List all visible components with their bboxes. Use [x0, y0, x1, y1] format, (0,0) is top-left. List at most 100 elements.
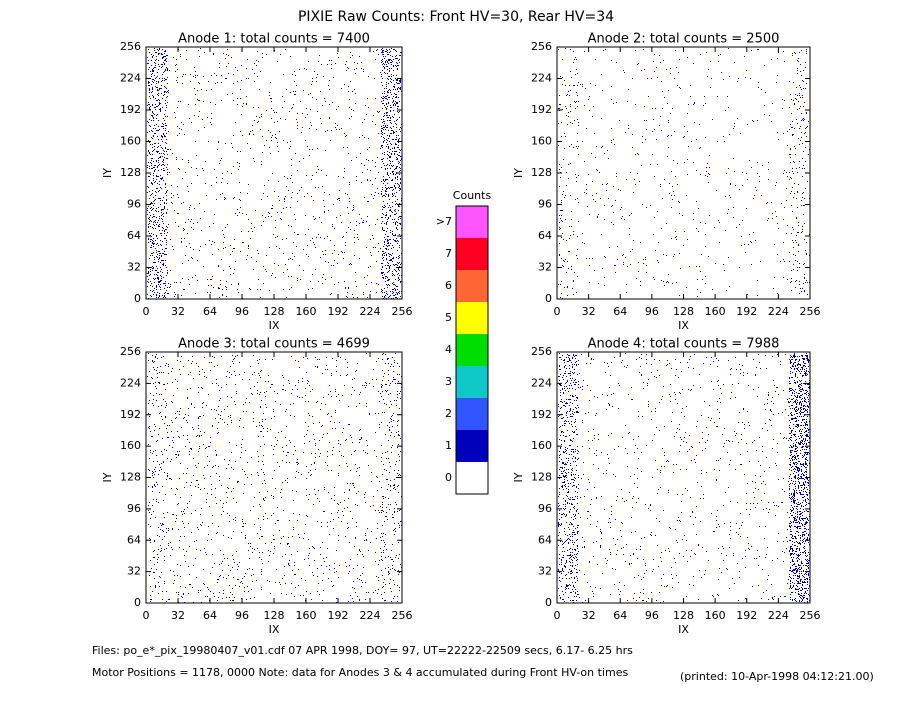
- colorbar-label: 4: [445, 343, 452, 356]
- y-tick-label: 96: [538, 502, 552, 515]
- y-tick-label: 64: [538, 229, 552, 242]
- y-tick-label: 32: [538, 261, 552, 274]
- x-tick-label: 224: [768, 609, 789, 622]
- x-axis-label: IX: [678, 623, 689, 636]
- footer-files: Files: po_e*_pix_19980407_v01.cdf 07 APR…: [92, 644, 633, 657]
- x-tick-label: 64: [203, 305, 217, 318]
- y-axis-label: IY: [101, 168, 114, 178]
- y-axis-label: IY: [512, 472, 525, 482]
- y-tick-label: 0: [545, 596, 552, 609]
- footer-printed: (printed: 10-Apr-1998 04:12:21.00): [680, 670, 874, 683]
- y-tick-label: 224: [531, 376, 552, 389]
- x-tick-label: 0: [143, 609, 150, 622]
- y-tick-label: 0: [134, 596, 141, 609]
- y-tick-label: 224: [120, 376, 141, 389]
- y-tick-label: 64: [127, 533, 141, 546]
- colorbar-label: 3: [445, 375, 452, 388]
- x-tick-label: 96: [235, 609, 249, 622]
- x-tick-label: 96: [235, 305, 249, 318]
- x-tick-label: 256: [392, 609, 413, 622]
- colorbar-box: [456, 238, 488, 270]
- colorbar-title: Counts: [453, 189, 492, 202]
- colorbar-box: [456, 206, 488, 238]
- page-title: PIXIE Raw Counts: Front HV=30, Rear HV=3…: [298, 9, 614, 25]
- colorbar-box: [456, 430, 488, 462]
- colorbar-label: >7: [436, 215, 452, 228]
- x-tick-label: 96: [645, 609, 659, 622]
- y-tick-label: 96: [127, 502, 141, 515]
- x-tick-label: 256: [392, 305, 413, 318]
- x-tick-label: 0: [554, 305, 561, 318]
- y-tick-label: 128: [531, 471, 552, 484]
- x-tick-label: 160: [705, 305, 726, 318]
- colorbar-frame: [455, 205, 489, 495]
- x-tick-label: 192: [736, 609, 757, 622]
- y-tick-label: 128: [120, 166, 141, 179]
- x-tick-label: 32: [582, 305, 596, 318]
- y-tick-label: 32: [127, 261, 141, 274]
- x-tick-label: 96: [645, 305, 659, 318]
- colorbar-label: 6: [445, 279, 452, 292]
- panel-title: Anode 3: total counts = 4699: [178, 337, 370, 352]
- y-tick-label: 192: [120, 103, 141, 116]
- y-tick-label: 224: [120, 72, 141, 85]
- y-tick-label: 64: [127, 229, 141, 242]
- y-tick-label: 192: [531, 103, 552, 116]
- x-tick-label: 192: [328, 305, 349, 318]
- colorbar-box: [456, 462, 488, 494]
- y-tick-label: 96: [127, 198, 141, 211]
- y-tick-label: 32: [127, 565, 141, 578]
- colorbar-label: 5: [445, 311, 452, 324]
- y-tick-label: 192: [531, 408, 552, 421]
- count-texture: [147, 353, 402, 603]
- x-tick-label: 32: [171, 305, 185, 318]
- y-tick-label: 160: [531, 439, 552, 452]
- x-tick-label: 128: [673, 305, 694, 318]
- x-axis-label: IX: [269, 319, 280, 332]
- y-tick-label: 160: [531, 135, 552, 148]
- colorbar-label: 7: [445, 247, 452, 260]
- y-tick-label: 0: [134, 292, 141, 305]
- panel-title: Anode 1: total counts = 7400: [178, 32, 370, 47]
- x-tick-label: 128: [264, 609, 285, 622]
- x-tick-label: 160: [296, 305, 317, 318]
- y-tick-label: 224: [531, 72, 552, 85]
- x-tick-label: 64: [613, 305, 627, 318]
- colorbar-box: [456, 366, 488, 398]
- x-tick-label: 256: [800, 609, 821, 622]
- panel-title: Anode 2: total counts = 2500: [588, 32, 780, 47]
- colorbar-label: 2: [445, 407, 452, 420]
- y-tick-label: 0: [545, 292, 552, 305]
- y-tick-label: 256: [531, 40, 552, 53]
- y-tick-label: 160: [120, 135, 141, 148]
- x-tick-label: 160: [705, 609, 726, 622]
- x-tick-label: 64: [613, 609, 627, 622]
- x-tick-label: 32: [582, 609, 596, 622]
- x-tick-label: 32: [171, 609, 185, 622]
- colorbar-label: 0: [445, 471, 452, 484]
- x-tick-label: 0: [554, 609, 561, 622]
- y-tick-label: 64: [538, 533, 552, 546]
- x-tick-label: 192: [328, 609, 349, 622]
- y-tick-label: 32: [538, 565, 552, 578]
- y-tick-label: 256: [120, 40, 141, 53]
- colorbar-box: [456, 334, 488, 366]
- colorbar-box: [456, 270, 488, 302]
- x-tick-label: 192: [736, 305, 757, 318]
- y-tick-label: 256: [531, 345, 552, 358]
- colorbar-box: [456, 302, 488, 334]
- panel-title: Anode 4: total counts = 7988: [588, 337, 780, 352]
- x-tick-label: 0: [143, 305, 150, 318]
- y-tick-label: 192: [120, 408, 141, 421]
- y-tick-label: 128: [531, 166, 552, 179]
- x-tick-label: 224: [360, 609, 381, 622]
- x-axis-label: IX: [678, 319, 689, 332]
- colorbar-label: 1: [445, 439, 452, 452]
- y-axis-label: IY: [101, 472, 114, 482]
- x-tick-label: 224: [768, 305, 789, 318]
- footer-motor: Motor Positions = 1178, 0000 Note: data …: [92, 666, 628, 679]
- x-tick-label: 224: [360, 305, 381, 318]
- y-tick-label: 160: [120, 439, 141, 452]
- y-tick-label: 96: [538, 198, 552, 211]
